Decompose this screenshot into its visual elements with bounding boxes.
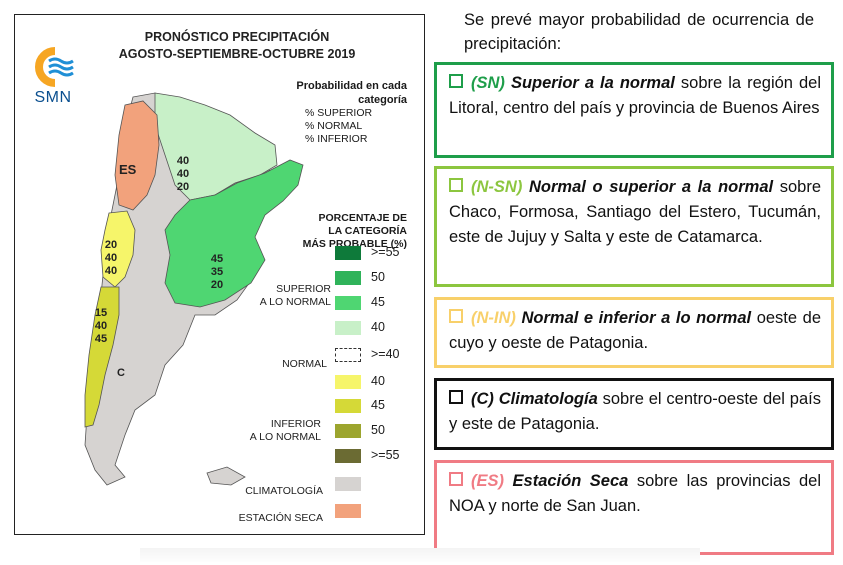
- category-box: (C) Climatología sobre el centro-oeste d…: [434, 378, 834, 450]
- region-yellow: [100, 210, 136, 288]
- group-normal: NORMAL: [282, 358, 327, 370]
- legend-swatch: [335, 271, 361, 285]
- label-nw-light: 40 40 20: [176, 155, 190, 193]
- intro-text: Se prevé mayor probabilidad de ocurrenci…: [464, 11, 814, 53]
- legend-label: 40: [371, 320, 385, 334]
- prob-lines: % SUPERIOR % NORMAL % INFERIOR: [305, 107, 373, 145]
- prob-header: Probabilidad en cada categoría: [296, 80, 407, 106]
- group-inferior: INFERIOR A LO NORMAL: [249, 418, 321, 443]
- checkbox-icon: [449, 309, 463, 323]
- argentina-map: [84, 92, 304, 486]
- category-box: (N-SN) Normal o superior a la normal sob…: [434, 166, 834, 287]
- legend-swatch: [335, 375, 361, 389]
- legend-swatch: [335, 504, 361, 518]
- label-es: ES: [119, 162, 137, 177]
- label-green: 45 35 20: [210, 253, 224, 291]
- legend-swatch: [335, 477, 361, 491]
- category-code: (ES): [471, 472, 504, 490]
- bottom-shadow: [140, 548, 700, 562]
- category-description: sobre las provincias del NOA y norte de …: [449, 472, 821, 515]
- legend-label: >=55: [371, 245, 400, 259]
- category-description: sobre Chaco, Formosa, Santiago del Ester…: [449, 178, 822, 246]
- category-code: (N-SN): [471, 178, 523, 196]
- forecast-map-panel: PRONÓSTICO PRECIPITACIÓN AGOSTO-SEPTIEMB…: [14, 14, 425, 535]
- legend-swatch: [335, 348, 361, 362]
- category-code: (N-IN): [471, 309, 516, 327]
- legend-label: 45: [371, 398, 385, 412]
- legend-swatch: [335, 296, 361, 310]
- map-title: PRONÓSTICO PRECIPITACIÓN AGOSTO-SEPTIEMB…: [118, 30, 356, 61]
- checkbox-icon: [449, 178, 463, 192]
- region-green: [164, 159, 304, 308]
- smn-logo-icon: [35, 47, 74, 87]
- category-name: Normal o superior a la normal: [528, 178, 774, 196]
- category-description: sobre la región del Litoral, centro del …: [449, 74, 822, 117]
- legend-label: 50: [371, 270, 385, 284]
- legend-swatch: [335, 449, 361, 463]
- category-code: (C): [471, 390, 494, 408]
- legend-label: >=40: [371, 347, 400, 361]
- category-code: (SN): [471, 74, 505, 92]
- legend-swatch: [335, 246, 361, 260]
- group-climatologia: CLIMATOLOGÍA: [245, 485, 323, 497]
- category-name: Superior a la normal: [510, 74, 675, 92]
- region-orange: [114, 100, 160, 211]
- legend-swatch: [335, 321, 361, 335]
- category-description: sobre el centro-oeste del país y este de…: [449, 390, 821, 433]
- legend-label: 50: [371, 423, 385, 437]
- pct-header: PORCENTAJE DE LA CATEGORÍA MÁS PROBABLE …: [302, 212, 407, 250]
- label-c: C: [117, 367, 125, 379]
- checkbox-icon: [449, 472, 463, 486]
- region-tierra-del-fuego: [206, 466, 246, 486]
- legend-swatch: [335, 424, 361, 438]
- checkbox-icon: [449, 390, 463, 404]
- category-box: (ES) Estación Seca sobre las provincias …: [434, 460, 834, 555]
- category-box: (SN) Superior a la normal sobre la regió…: [434, 62, 834, 158]
- checkbox-icon: [449, 74, 463, 88]
- group-estacion-seca: ESTACIÓN SECA: [238, 512, 323, 524]
- legend-swatch: [335, 399, 361, 413]
- category-name: Normal e inferior a lo normal: [521, 309, 752, 327]
- category-box: (N-IN) Normal e inferior a lo normal oes…: [434, 297, 834, 368]
- region-olive: [84, 286, 120, 428]
- group-superior: SUPERIOR A LO NORMAL: [259, 283, 331, 308]
- category-description: oeste de cuyo y oeste de Patagonia.: [449, 309, 822, 352]
- label-yellow1: 20 40 40: [104, 239, 118, 277]
- legend-label: >=55: [371, 448, 400, 462]
- legend-label: 45: [371, 295, 385, 309]
- label-yellow2: 15 40 45: [94, 307, 108, 345]
- smn-logo: SMN: [29, 45, 77, 106]
- category-name: Climatología: [498, 390, 598, 408]
- category-name: Estación Seca: [512, 472, 629, 490]
- legend-label: 40: [371, 374, 385, 388]
